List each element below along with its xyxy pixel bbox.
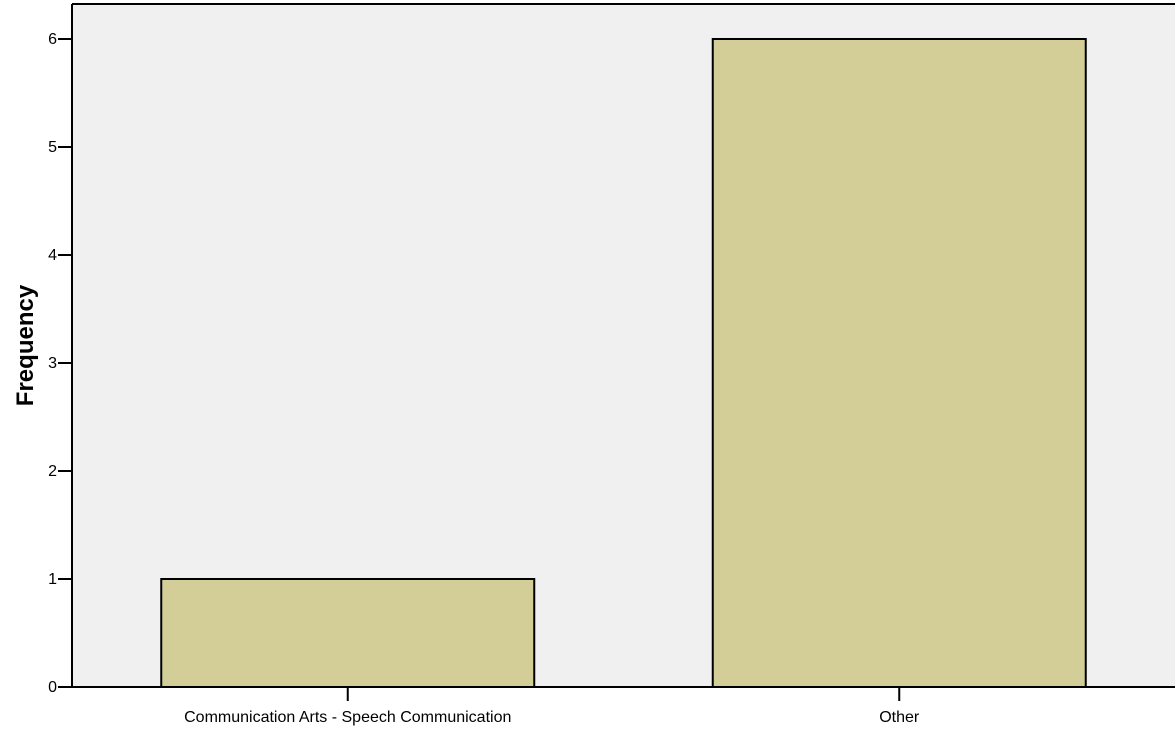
y-tick-label-4: 4 [48,247,57,264]
y-tick-label-6: 6 [48,31,57,48]
y-tick-label-3: 3 [48,355,57,372]
bars [160,38,1087,688]
axes [62,3,1175,688]
x-tick-label-0: Communication Arts - Speech Communicatio… [184,709,511,726]
x-axis-ticks: Communication Arts - Speech Communicatio… [184,687,920,726]
y-tick-label-0: 0 [48,679,57,696]
x-tick-label-1: Other [879,709,920,726]
y-tick-label-2: 2 [48,463,57,480]
y-axis-ticks: 0 1 2 3 4 5 6 [48,31,72,696]
bar-0 [160,578,536,688]
y-axis-label: Frequency [12,284,39,406]
y-tick-label-5: 5 [48,139,57,156]
y-tick-label-1: 1 [48,571,57,588]
bar-1 [711,38,1087,688]
